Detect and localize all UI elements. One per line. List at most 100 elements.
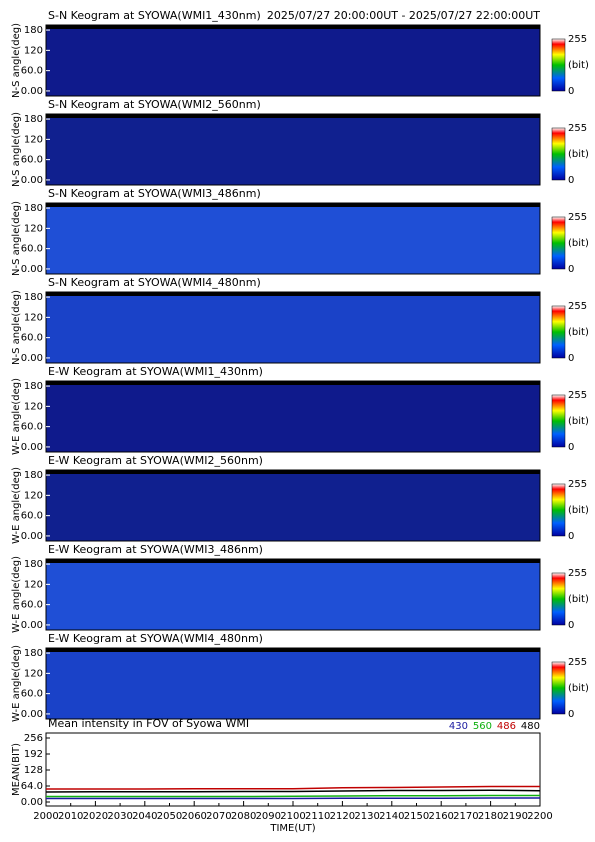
keogram-image <box>46 470 540 541</box>
colorbar-tick-label: 255 <box>568 34 587 45</box>
x-tick-label: 2040 <box>132 811 157 822</box>
y-tick-label: 0.00 <box>21 264 43 275</box>
plot-frame <box>45 291 541 364</box>
y-tick-label: 180 <box>24 203 43 214</box>
keogram-top-mask <box>46 470 540 474</box>
colorbar-tick-label: 0 <box>568 709 574 720</box>
y-tick-label: 180 <box>24 559 43 570</box>
y-axis-label: W-E angle(deg) <box>11 645 22 722</box>
panel-title: S-N Keogram at SYOWA(WMI1_430nm) <box>48 9 261 22</box>
plot-frame <box>45 380 541 453</box>
colorbar-label: (bit) <box>568 416 589 427</box>
colorbar-label: (bit) <box>568 327 589 338</box>
x-tick-label: 2180 <box>478 811 503 822</box>
y-tick-label: 120 <box>24 45 43 56</box>
x-tick-label: 2140 <box>379 811 404 822</box>
y-tick-label: 120 <box>24 312 43 323</box>
panel-title: E-W Keogram at SYOWA(WMI1_430nm) <box>48 365 263 378</box>
plot-frame <box>45 558 541 631</box>
keogram-image <box>46 203 540 274</box>
y-tick-label: 0.00 <box>21 709 43 720</box>
x-tick-label: 2030 <box>107 811 132 822</box>
y-tick-label: 120 <box>24 490 43 501</box>
y-tick-label: 0.00 <box>21 353 43 364</box>
colorbar <box>551 38 566 92</box>
legend-entry: 430 <box>449 721 468 732</box>
y-tick-label: 192 <box>24 749 43 760</box>
y-tick-label: 60.0 <box>21 244 43 255</box>
colorbar <box>551 127 566 181</box>
panel-title: E-W Keogram at SYOWA(WMI3_486nm) <box>48 543 263 556</box>
keogram-top-mask <box>46 292 540 296</box>
y-tick-label: 120 <box>24 579 43 590</box>
colorbar-label: (bit) <box>568 238 589 249</box>
x-tick-label: 2000 <box>33 811 58 822</box>
y-tick-label: 60.0 <box>21 422 43 433</box>
keogram-image <box>46 381 540 452</box>
panel-title: S-N Keogram at SYOWA(WMI3_486nm) <box>48 187 261 200</box>
colorbar-label: (bit) <box>568 60 589 71</box>
colorbar-tick-label: 255 <box>568 568 587 579</box>
panel-title: S-N Keogram at SYOWA(WMI2_560nm) <box>48 98 261 111</box>
plot-frame <box>45 24 541 97</box>
y-tick-label: 60.0 <box>21 511 43 522</box>
plot-frame <box>45 647 541 720</box>
colorbar-tick-label: 0 <box>568 442 574 453</box>
colorbar-label: (bit) <box>568 683 589 694</box>
colorbar-tick-label: 0 <box>568 175 574 186</box>
colorbar-tick-label: 0 <box>568 353 574 364</box>
x-tick-label: 2100 <box>280 811 305 822</box>
x-tick-label: 2060 <box>181 811 206 822</box>
colorbar-label: (bit) <box>568 505 589 516</box>
colorbar <box>551 483 566 537</box>
keogram-image <box>46 114 540 185</box>
y-tick-label: 256 <box>24 733 43 744</box>
colorbar-label: (bit) <box>568 594 589 605</box>
colorbar-tick-label: 255 <box>568 301 587 312</box>
colorbar-tick-label: 0 <box>568 531 574 542</box>
colorbar-label: (bit) <box>568 149 589 160</box>
y-tick-label: 60.0 <box>21 66 43 77</box>
y-axis-label: N-S angle(deg) <box>11 112 22 187</box>
y-tick-label: 180 <box>24 381 43 392</box>
x-tick-label: 2080 <box>231 811 256 822</box>
y-axis-label: MEAN(BIT) <box>11 743 22 796</box>
x-tick-label: 2010 <box>58 811 83 822</box>
y-tick-label: 60.0 <box>21 333 43 344</box>
y-tick-label: 0.00 <box>21 86 43 97</box>
colorbar <box>551 394 566 448</box>
y-tick-label: 0.00 <box>21 175 43 186</box>
series-line <box>46 785 540 790</box>
y-tick-label: 60.0 <box>21 689 43 700</box>
series-line <box>46 797 540 800</box>
x-tick-label: 2170 <box>453 811 478 822</box>
keogram-image <box>46 648 540 719</box>
y-tick-label: 128 <box>24 765 43 776</box>
y-axis-label: W-E angle(deg) <box>11 467 22 544</box>
colorbar-tick-label: 255 <box>568 657 587 668</box>
panel-title: E-W Keogram at SYOWA(WMI2_560nm) <box>48 454 263 467</box>
colorbar <box>551 572 566 626</box>
keogram-top-mask <box>46 648 540 652</box>
colorbar-tick-label: 255 <box>568 123 587 134</box>
panel-subtitle: 2025/07/27 20:00:00UT - 2025/07/27 22:00… <box>267 9 540 22</box>
y-axis-label: W-E angle(deg) <box>11 556 22 633</box>
x-tick-label: 2110 <box>305 811 330 822</box>
colorbar-tick-label: 0 <box>568 86 574 97</box>
y-tick-label: 180 <box>24 114 43 125</box>
series-line <box>46 794 540 798</box>
legend-entry: 560 <box>473 721 492 732</box>
panel-title: S-N Keogram at SYOWA(WMI4_480nm) <box>48 276 261 289</box>
keogram-top-mask <box>46 25 540 29</box>
x-tick-label: 2150 <box>404 811 429 822</box>
keogram-top-mask <box>46 381 540 385</box>
x-tick-label: 2090 <box>256 811 281 822</box>
keogram-image <box>46 292 540 363</box>
plot-frame <box>45 113 541 186</box>
colorbar-tick-label: 0 <box>568 264 574 275</box>
y-tick-label: 120 <box>24 401 43 412</box>
colorbar <box>551 661 566 715</box>
y-tick-label: 0.00 <box>21 531 43 542</box>
plot-frame <box>45 202 541 275</box>
